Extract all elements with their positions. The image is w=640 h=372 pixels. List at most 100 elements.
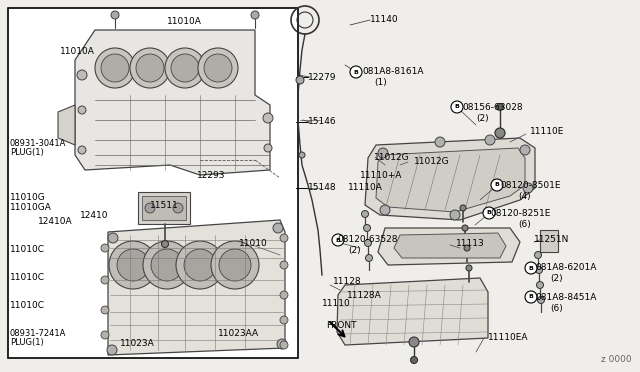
Text: (6): (6) <box>518 219 531 228</box>
Circle shape <box>464 245 470 251</box>
Circle shape <box>525 262 537 274</box>
Text: (2): (2) <box>476 113 488 122</box>
Circle shape <box>211 241 259 289</box>
Circle shape <box>101 54 129 82</box>
Polygon shape <box>394 233 506 258</box>
Circle shape <box>78 106 86 114</box>
Text: (1): (1) <box>374 78 387 87</box>
Bar <box>8 8 298 358</box>
Circle shape <box>364 224 371 231</box>
Polygon shape <box>365 138 535 220</box>
Circle shape <box>485 135 495 145</box>
Text: B: B <box>335 237 340 243</box>
Bar <box>142 196 186 220</box>
Text: 081A8-8451A: 081A8-8451A <box>535 294 596 302</box>
Text: PLUG(1): PLUG(1) <box>10 339 44 347</box>
Text: 11140: 11140 <box>370 16 399 25</box>
Text: 11023AA: 11023AA <box>218 328 259 337</box>
Circle shape <box>273 223 283 233</box>
Text: B: B <box>486 211 492 215</box>
Text: FRONT: FRONT <box>326 321 356 330</box>
Circle shape <box>280 234 288 242</box>
Text: (2): (2) <box>348 247 360 256</box>
Circle shape <box>450 210 460 220</box>
Polygon shape <box>376 148 525 212</box>
Text: 08931-7241A: 08931-7241A <box>10 328 67 337</box>
Circle shape <box>280 261 288 269</box>
Text: 11010C: 11010C <box>10 301 45 310</box>
Polygon shape <box>75 30 270 175</box>
Text: 12410: 12410 <box>80 212 109 221</box>
Circle shape <box>497 103 504 110</box>
Circle shape <box>491 179 503 191</box>
Text: 11128: 11128 <box>333 278 362 286</box>
Circle shape <box>136 54 164 82</box>
Circle shape <box>101 331 109 339</box>
Circle shape <box>173 203 183 213</box>
Polygon shape <box>58 105 75 145</box>
Circle shape <box>365 254 372 262</box>
Text: 11110A: 11110A <box>348 183 383 192</box>
Circle shape <box>466 265 472 271</box>
Text: 08120-63528: 08120-63528 <box>337 235 397 244</box>
Text: 11110: 11110 <box>322 298 351 308</box>
Text: B: B <box>454 105 460 109</box>
Text: (2): (2) <box>550 275 563 283</box>
Circle shape <box>171 54 199 82</box>
Circle shape <box>176 241 224 289</box>
Text: z 0000: z 0000 <box>602 355 632 364</box>
Circle shape <box>264 144 272 152</box>
Circle shape <box>534 251 541 259</box>
Bar <box>138 192 190 224</box>
Circle shape <box>378 148 388 158</box>
Circle shape <box>277 339 287 349</box>
Circle shape <box>184 249 216 281</box>
Text: 08120-8501E: 08120-8501E <box>500 180 561 189</box>
Text: 08931-3041A: 08931-3041A <box>10 138 67 148</box>
Text: 15148: 15148 <box>308 183 337 192</box>
Circle shape <box>536 282 543 289</box>
Circle shape <box>409 337 419 347</box>
Text: 081A8-6201A: 081A8-6201A <box>535 263 596 273</box>
Text: 08156-63028: 08156-63028 <box>462 103 523 112</box>
Text: B: B <box>495 183 499 187</box>
Text: 11110E: 11110E <box>530 126 564 135</box>
Circle shape <box>143 241 191 289</box>
Text: 11010GA: 11010GA <box>10 203 52 212</box>
Circle shape <box>410 356 417 363</box>
Text: 081A8-8161A: 081A8-8161A <box>362 67 424 77</box>
Circle shape <box>108 233 118 243</box>
Circle shape <box>111 11 119 19</box>
Circle shape <box>536 266 543 273</box>
Text: 12293: 12293 <box>197 170 225 180</box>
Text: 11511: 11511 <box>150 201 179 209</box>
Circle shape <box>483 207 495 219</box>
Text: B: B <box>529 295 533 299</box>
Text: 15146: 15146 <box>308 118 337 126</box>
Circle shape <box>101 244 109 252</box>
Circle shape <box>525 291 537 303</box>
Text: B: B <box>529 266 533 270</box>
Circle shape <box>435 137 445 147</box>
Text: 11010C: 11010C <box>10 273 45 282</box>
Circle shape <box>280 291 288 299</box>
Circle shape <box>296 76 304 84</box>
Circle shape <box>101 276 109 284</box>
Circle shape <box>462 225 468 231</box>
Circle shape <box>520 145 530 155</box>
Circle shape <box>451 101 463 113</box>
Polygon shape <box>108 220 285 355</box>
Text: 11010A: 11010A <box>60 48 95 57</box>
Circle shape <box>130 48 170 88</box>
Text: 11012G: 11012G <box>374 153 410 161</box>
Circle shape <box>161 241 168 247</box>
Text: PLUG(1): PLUG(1) <box>10 148 44 157</box>
Circle shape <box>280 341 288 349</box>
Text: B: B <box>353 70 358 74</box>
Text: 11110EA: 11110EA <box>488 333 529 341</box>
Bar <box>540 230 558 252</box>
Text: 11128A: 11128A <box>347 292 381 301</box>
Circle shape <box>95 48 135 88</box>
Circle shape <box>538 296 545 304</box>
Text: (4): (4) <box>518 192 531 201</box>
